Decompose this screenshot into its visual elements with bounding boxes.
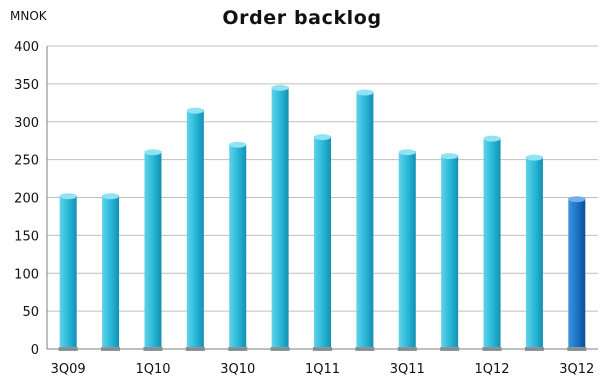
bar-body bbox=[356, 91, 374, 349]
bar-cap bbox=[568, 196, 586, 203]
x-tick-label: 3Q11 bbox=[390, 362, 425, 377]
bar-body bbox=[144, 151, 162, 349]
x-tick-label: 3Q09 bbox=[51, 362, 86, 377]
bar bbox=[567, 196, 587, 351]
y-axis-unit-label: MNOK bbox=[10, 9, 48, 23]
bar-body bbox=[483, 137, 501, 349]
bars bbox=[58, 84, 587, 351]
y-tick-label: 150 bbox=[14, 229, 39, 244]
bar-cap bbox=[314, 134, 331, 141]
chart-title: Order backlog bbox=[222, 7, 381, 29]
bar-body bbox=[102, 195, 120, 349]
y-tick-label: 400 bbox=[14, 40, 39, 55]
bar-cap bbox=[102, 193, 120, 200]
bar-cap bbox=[398, 149, 416, 156]
bar bbox=[313, 134, 332, 351]
x-tick-label: 1Q10 bbox=[135, 362, 170, 377]
y-tick-label: 100 bbox=[14, 267, 39, 282]
x-tick-label: 1Q11 bbox=[305, 362, 340, 377]
bar bbox=[143, 149, 163, 351]
bar bbox=[397, 149, 417, 351]
bar-body bbox=[314, 136, 331, 349]
bar bbox=[185, 107, 205, 351]
bar-body bbox=[271, 86, 289, 349]
bar bbox=[440, 153, 460, 351]
bar-body bbox=[568, 198, 586, 349]
bar-body bbox=[525, 156, 543, 349]
y-tick-label: 250 bbox=[14, 154, 39, 169]
bar-body bbox=[398, 151, 416, 349]
bar-cap bbox=[441, 153, 459, 160]
bar-cap bbox=[525, 154, 543, 161]
bar-body bbox=[441, 155, 459, 349]
bar bbox=[228, 141, 248, 351]
y-tick-label: 0 bbox=[31, 343, 39, 358]
bar-cap bbox=[483, 135, 501, 142]
bar-cap bbox=[229, 141, 247, 148]
bar bbox=[355, 89, 375, 351]
x-axis-ticks: 3Q09 1Q10 3Q10 1Q11 3Q11 1Q12 3Q12 bbox=[51, 362, 595, 377]
bar-body bbox=[229, 143, 247, 349]
bar bbox=[58, 193, 78, 351]
y-tick-label: 50 bbox=[22, 305, 39, 320]
bar-cap bbox=[356, 89, 374, 96]
bar bbox=[101, 193, 121, 351]
y-axis-ticks: 0 50 100 150 200 250 300 350 400 bbox=[14, 40, 39, 358]
bar bbox=[524, 154, 544, 351]
bar bbox=[482, 135, 502, 351]
y-tick-label: 200 bbox=[14, 192, 39, 207]
y-tick-label: 350 bbox=[14, 78, 39, 93]
x-tick-label: 1Q12 bbox=[475, 362, 510, 377]
bar-body bbox=[186, 109, 204, 349]
bar-cap bbox=[271, 84, 289, 91]
bar-cap bbox=[59, 193, 77, 200]
x-tick-label: 3Q12 bbox=[559, 362, 594, 377]
bar bbox=[270, 84, 290, 351]
bar-cap bbox=[186, 107, 204, 114]
bar-cap bbox=[144, 149, 162, 156]
y-tick-label: 300 bbox=[14, 116, 39, 131]
bar-body bbox=[59, 195, 77, 349]
x-tick-label: 3Q10 bbox=[220, 362, 255, 377]
